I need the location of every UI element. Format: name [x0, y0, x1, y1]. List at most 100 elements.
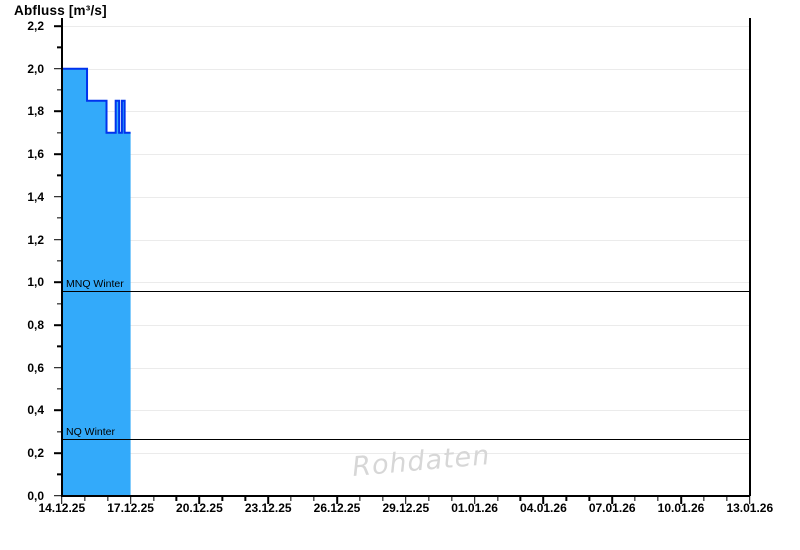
y-tick-minor: [57, 302, 61, 305]
y-tick-major: [54, 281, 61, 284]
y-tick-minor: [57, 46, 61, 48]
y-tick-label: 1,8: [27, 104, 44, 119]
y-tick-minor: [57, 89, 61, 91]
x-tick-major: [129, 496, 132, 504]
series-area-fill: [61, 68, 131, 496]
y-tick-label: 0,2: [27, 446, 44, 461]
y-tick-major: [54, 409, 61, 412]
y-tick-label: 1,4: [27, 189, 44, 204]
y-tick-major: [54, 495, 61, 497]
x-tick-label: 29.12.25: [382, 501, 430, 515]
gridline-y: [62, 282, 749, 284]
x-tick-minor: [290, 496, 292, 501]
y-tick-minor: [57, 473, 61, 476]
y-tick-major: [54, 324, 61, 326]
x-tick-major: [61, 496, 63, 504]
x-tick-major: [336, 496, 338, 504]
x-tick-label: 13.01.26: [726, 501, 774, 515]
y-tick-label: 0,8: [27, 317, 44, 332]
x-tick-major: [542, 496, 545, 504]
x-tick-minor: [221, 496, 223, 501]
y-tick-label: 2,2: [27, 19, 44, 33]
x-tick-major: [473, 496, 476, 504]
y-tick-major: [54, 196, 61, 198]
x-tick-major: [680, 496, 682, 504]
gridline-y: [62, 367, 749, 369]
y-tick-major: [54, 25, 61, 27]
y-tick-label: 2,0: [27, 61, 44, 76]
x-tick-minor: [588, 496, 590, 501]
x-tick-minor: [634, 496, 636, 501]
x-tick-label: 14.12.25: [38, 501, 86, 515]
y-tick-label: 0,4: [27, 403, 44, 418]
threshold-label: NQ Winter: [66, 426, 116, 439]
y-tick-minor: [57, 174, 61, 177]
x-tick-label: 04.01.26: [520, 501, 567, 515]
x-tick-minor: [359, 496, 361, 501]
x-tick-minor: [107, 496, 109, 501]
x-tick-minor: [657, 496, 659, 501]
axis-line-right: [749, 18, 751, 496]
y-tick-label: 1,6: [27, 147, 44, 162]
x-tick-minor: [152, 496, 155, 501]
x-tick-label: 17.12.25: [107, 501, 154, 515]
x-tick-minor: [451, 496, 453, 501]
y-tick-minor: [57, 217, 61, 219]
x-tick-minor: [313, 496, 315, 501]
x-tick-label: 10.01.26: [657, 501, 705, 515]
x-tick-minor: [519, 496, 522, 501]
y-tick-major: [54, 153, 61, 155]
y-tick-label: 0,6: [27, 360, 44, 375]
y-tick-minor: [57, 132, 61, 134]
gridline-y: [62, 196, 749, 198]
y-tick-major: [54, 110, 61, 113]
x-tick-major: [611, 496, 613, 504]
y-tick-minor: [57, 388, 61, 390]
x-tick-label: 01.01.26: [451, 501, 498, 515]
gridline-y: [62, 410, 749, 412]
y-tick-major: [54, 238, 61, 241]
x-tick-label: 07.01.26: [588, 501, 636, 515]
x-tick-minor: [382, 496, 384, 501]
y-tick-label: 0,0: [27, 488, 44, 503]
gridline-y: [62, 68, 749, 70]
y-tick-minor: [57, 431, 61, 433]
series-step-line: [61, 67, 131, 134]
x-tick-major: [198, 496, 201, 504]
x-tick-minor: [84, 496, 86, 501]
y-tick-major: [54, 67, 61, 70]
y-tick-major: [54, 366, 61, 369]
y-tick-major: [54, 452, 61, 454]
gridline-y: [62, 239, 749, 241]
x-tick-minor: [244, 496, 246, 501]
page-title: Abfluss [m³/s]: [14, 3, 107, 18]
x-tick-minor: [726, 496, 728, 501]
gridline-y: [62, 453, 749, 455]
gridline-y: [62, 154, 749, 156]
x-tick-minor: [496, 496, 499, 501]
threshold-line: [62, 439, 749, 441]
axis-line-left: [61, 18, 63, 496]
x-tick-minor: [703, 496, 705, 501]
y-tick-label: 1,0: [27, 275, 44, 290]
y-tick-minor: [57, 345, 61, 347]
x-tick-minor: [428, 496, 430, 501]
x-tick-label: 20.12.25: [176, 501, 223, 515]
gridline-y: [62, 26, 749, 27]
y-tick-minor: [57, 260, 61, 262]
x-tick-major: [405, 496, 407, 504]
x-tick-label: 26.12.25: [313, 501, 361, 515]
y-tick-label: 1,2: [27, 232, 44, 247]
x-tick-minor: [565, 496, 567, 501]
threshold-label: MNQ Winter: [66, 277, 124, 290]
axis-line-bottom: [61, 495, 750, 497]
x-tick-major: [749, 496, 751, 504]
threshold-line: [62, 290, 749, 292]
x-tick-major: [267, 496, 269, 504]
gridline-y: [62, 324, 749, 326]
gridline-y: [62, 111, 749, 113]
x-tick-label: 23.12.25: [244, 501, 292, 515]
x-tick-minor: [175, 496, 178, 501]
